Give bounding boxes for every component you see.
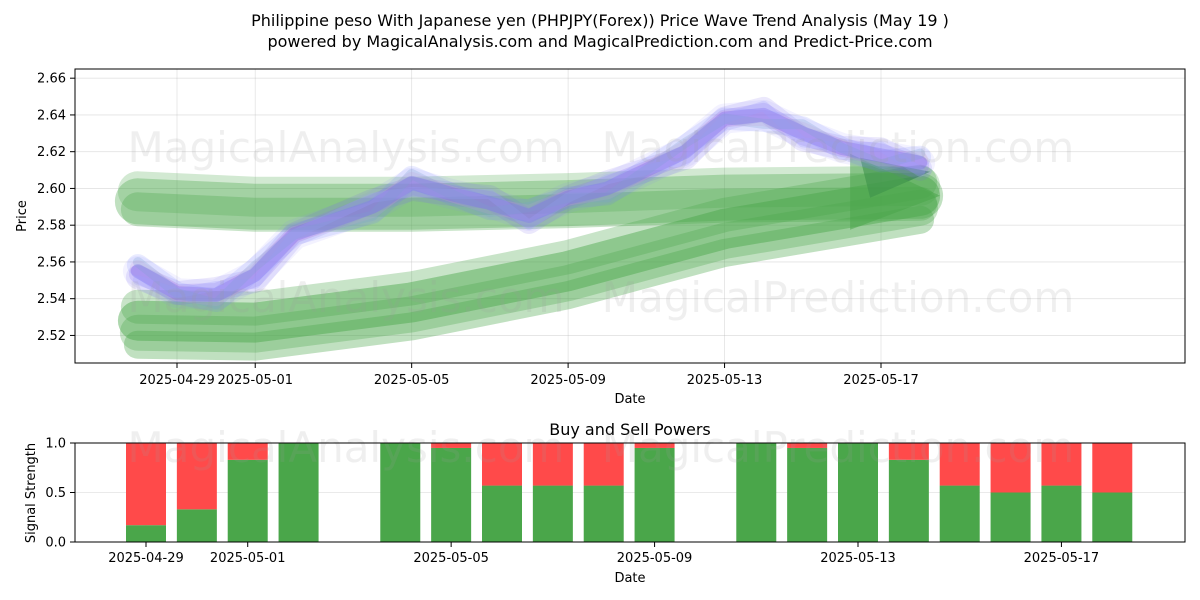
buy-bar (736, 443, 777, 542)
price-wave-line-5 (130, 107, 928, 302)
buy-bar (126, 525, 166, 542)
upper-trend-band-2 (120, 186, 938, 232)
x-tick-label: 2025-05-05 (374, 373, 450, 388)
y-tick-label: 0.0 (45, 536, 66, 551)
y-tick-label: 2.62 (37, 145, 66, 160)
watermark-prediction: MagicalPrediction.com (602, 273, 1075, 322)
signal-x-axis-label: Date (614, 571, 645, 586)
sell-bar (176, 443, 217, 510)
x-tick-label: 2025-04-29 (139, 373, 215, 388)
lower-trend-band-2 (119, 189, 939, 353)
y-tick-label: 2.60 (37, 182, 66, 197)
price-x-axis-label: Date (614, 392, 645, 407)
watermark-prediction: MagicalPrediction.com (602, 423, 1075, 472)
price-plot-frame (74, 68, 1186, 364)
buy-bar (888, 459, 929, 542)
lower-trend-arrow (850, 153, 941, 230)
x-tick-label: 2025-05-01 (217, 373, 293, 388)
price-y-axis-label: Price (15, 200, 30, 232)
sell-bar (1041, 443, 1082, 486)
price-wave-line-2 (126, 107, 932, 312)
buy-bar (634, 447, 675, 542)
x-tick-label: 2025-05-05 (413, 551, 489, 566)
figure-title-line2: powered by MagicalAnalysis.com and Magic… (267, 32, 932, 51)
sell-bar (126, 443, 166, 526)
buy-bar (990, 492, 1031, 542)
price-wave-line-6 (132, 100, 926, 299)
x-tick-label: 2025-05-09 (530, 373, 606, 388)
y-tick-label: 1.0 (45, 437, 66, 452)
y-tick-label: 2.58 (37, 219, 66, 234)
trend-bands (114, 153, 944, 361)
signal-bars (126, 443, 1133, 542)
sell-bar (939, 443, 980, 486)
watermark-prediction: MagicalPrediction.com (602, 123, 1075, 172)
signal-y-axis: 0.0 0.5 1.0 (45, 437, 75, 551)
sell-bar (532, 443, 573, 486)
buy-bar (939, 485, 980, 542)
signal-y-axis-label: Signal Strength (24, 443, 39, 543)
signal-watermarks: MagicalAnalysis.com MagicalPrediction.co… (128, 423, 1075, 472)
figure-title-line1: Philippine peso With Japanese yen (PHPJP… (251, 11, 949, 30)
price-wave-line-4 (129, 109, 929, 306)
y-tick-label: 2.52 (37, 329, 66, 344)
sell-bar (634, 443, 675, 448)
y-tick-label: 2.54 (37, 292, 66, 307)
price-wave-line-1 (125, 96, 933, 306)
watermark-analysis: MagicalAnalysis.com (128, 423, 565, 472)
buy-bar (838, 443, 878, 542)
price-wave-layer (122, 96, 936, 312)
x-tick-label: 2025-05-09 (617, 551, 693, 566)
sell-bar (1092, 443, 1133, 493)
sell-bar (990, 443, 1031, 493)
buy-bar (482, 485, 522, 542)
y-tick-label: 0.5 (45, 486, 66, 501)
price-watermarks: MagicalAnalysis.com MagicalPrediction.co… (128, 123, 1075, 322)
sell-bar (583, 443, 624, 486)
y-tick-label: 2.64 (37, 108, 66, 123)
sell-bar (482, 443, 522, 486)
x-tick-label: 2025-05-17 (1024, 551, 1100, 566)
y-tick-label: 2.66 (37, 72, 66, 87)
x-tick-label: 2025-05-01 (210, 551, 286, 566)
watermark-analysis: MagicalAnalysis.com (128, 123, 565, 172)
sell-bar (888, 443, 929, 460)
x-tick-label: 2025-05-13 (820, 551, 896, 566)
x-tick-label: 2025-05-13 (687, 373, 763, 388)
watermark-analysis: MagicalAnalysis.com (128, 273, 565, 322)
lower-trend-band-3 (123, 205, 935, 361)
upper-trend-band-1 (117, 165, 941, 217)
sell-bar (227, 443, 268, 460)
buy-bar (1092, 492, 1133, 542)
buy-bar (532, 485, 573, 542)
signal-x-axis: 2025-04-29 2025-05-01 2025-05-05 2025-05-09… (108, 542, 1099, 566)
price-wave-line-0 (122, 99, 936, 310)
price-wave-line-7 (132, 113, 926, 309)
buy-bar (380, 443, 421, 542)
lower-trend-band-1 (120, 164, 938, 326)
buy-bar (1041, 485, 1082, 542)
buy-bar (278, 443, 319, 542)
buy-bar (227, 459, 268, 542)
buy-bar (431, 447, 472, 542)
upper-trend-band-0 (114, 172, 944, 230)
y-tick-label: 2.56 (37, 255, 66, 270)
buy-bar (787, 447, 828, 542)
buy-bar (176, 509, 217, 542)
price-y-axis: 2.52 2.54 2.56 2.58 2.60 2.62 2.64 2.66 (37, 72, 75, 344)
sell-bar (787, 443, 828, 448)
signal-panel-title: Buy and Sell Powers (549, 420, 711, 439)
sell-bar (431, 443, 472, 448)
lower-trend-band-0 (117, 175, 941, 343)
price-x-axis: 2025-04-29 2025-05-01 2025-05-05 2025-05-09… (139, 363, 919, 388)
buy-bar (583, 485, 624, 542)
x-tick-label: 2025-05-17 (843, 373, 919, 388)
x-tick-label: 2025-04-29 (108, 551, 184, 566)
price-wave-line-3 (128, 102, 930, 303)
